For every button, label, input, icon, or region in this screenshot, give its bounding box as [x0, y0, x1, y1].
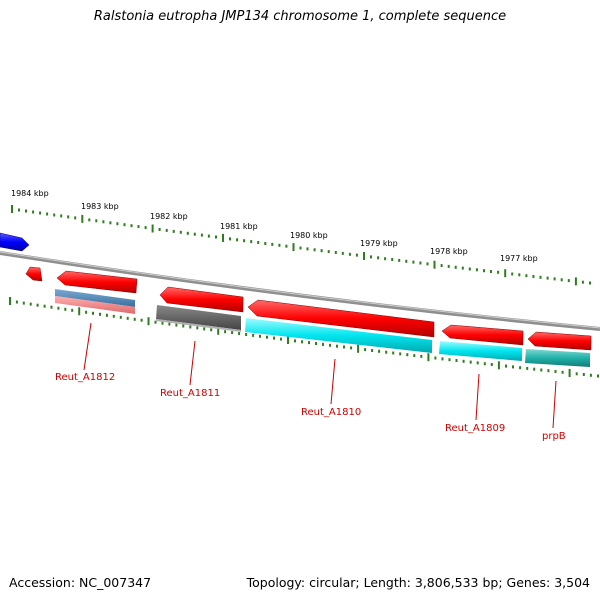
tick-label-1983: 1983 kbp	[81, 202, 119, 211]
leader-reut-a1812	[83, 322, 92, 371]
gene-arrow-reut-a1810[interactable]	[247, 299, 435, 338]
inner-tick-ring	[9, 297, 599, 378]
gene-arrow-small[interactable]	[25, 266, 43, 282]
gene-label-reut-a1812[interactable]: Reut_A1812	[55, 372, 115, 383]
feature-bar-steelblue[interactable]	[55, 289, 135, 307]
label-leaders	[83, 322, 557, 429]
gene-arrow-partial-left[interactable]	[0, 232, 30, 252]
gene-label-prpb[interactable]: prpB	[542, 431, 566, 442]
map-title: Ralstonia eutropha JMP134 chromosome 1, …	[93, 9, 507, 24]
tick-label-1982: 1982 kbp	[150, 212, 188, 221]
tick-label-1981: 1981 kbp	[220, 222, 258, 231]
gene-label-reut-a1810[interactable]: Reut_A1810	[301, 407, 361, 418]
gene-label-reut-a1811[interactable]: Reut_A1811	[160, 388, 220, 399]
tick-label-1977: 1977 kbp	[500, 254, 538, 263]
feature-bar-cyan-1[interactable]	[245, 318, 432, 353]
gene-arrow-reut-a1809[interactable]	[441, 324, 524, 346]
gene-label-reut-a1809[interactable]: Reut_A1809	[445, 423, 505, 434]
tick-label-1979: 1979 kbp	[360, 239, 398, 248]
feature-bar-teal[interactable]	[525, 349, 590, 367]
leader-prpb	[552, 380, 557, 429]
genome-stats-text: Topology: circular; Length: 3,806,533 bp…	[246, 575, 590, 590]
scale-labels: 1984 kbp 1983 kbp 1982 kbp 1981 kbp 1980…	[11, 189, 538, 263]
leader-reut-a1809	[475, 373, 480, 421]
feature-bar-gray[interactable]	[156, 305, 241, 330]
tick-label-1984: 1984 kbp	[11, 189, 49, 198]
gene-arrow-reut-a1811[interactable]	[159, 286, 244, 313]
accession-text: Accession: NC_007347	[9, 575, 152, 590]
chromosome-backbone	[0, 251, 600, 331]
leader-reut-a1811	[189, 340, 196, 386]
tick-label-1980: 1980 kbp	[290, 231, 328, 240]
feature-bar-pink[interactable]	[55, 296, 135, 314]
gene-arrow-prpb[interactable]	[527, 331, 592, 351]
leader-reut-a1810	[330, 358, 336, 405]
tick-label-1978: 1978 kbp	[430, 247, 468, 256]
gene-arrow-reut-a1812[interactable]	[56, 270, 138, 294]
feature-bar-cyan-2[interactable]	[439, 341, 522, 361]
outer-tick-ring	[11, 205, 591, 286]
